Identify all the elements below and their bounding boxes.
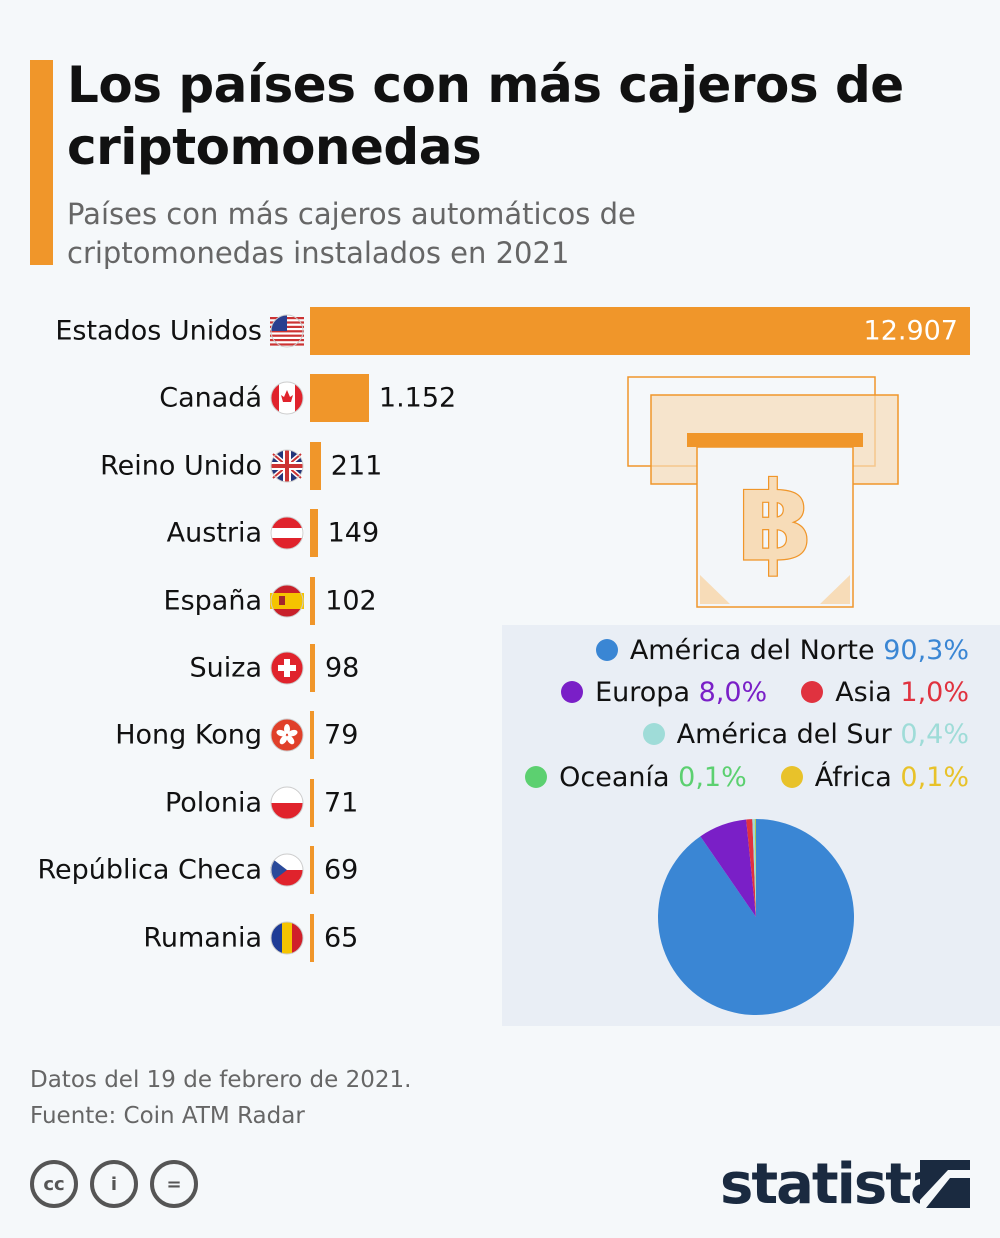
license-icons: cc i =	[30, 1160, 198, 1208]
bar	[310, 374, 369, 423]
legend-label: América del Norte	[629, 635, 875, 666]
legend-dot-icon	[595, 639, 618, 661]
accent-bar	[30, 60, 53, 265]
page-title: Los países con más cajeros de criptomone…	[67, 56, 904, 176]
bar-value-label: 71	[324, 787, 359, 819]
legend-dot-icon	[561, 681, 584, 703]
legend-dot-icon	[780, 766, 803, 788]
legend-item: Asia 1,0%	[801, 677, 969, 708]
legend-value: 90,3%	[883, 635, 969, 666]
legend-value: 0,4%	[900, 719, 969, 750]
legend-dot-icon	[801, 681, 824, 703]
bar-label: Polonia	[164, 787, 262, 819]
bar-value-label: 79	[324, 719, 359, 751]
bar-label: República Checa	[37, 854, 263, 886]
legend-item: Europa 8,0%	[561, 677, 767, 708]
footer-source: Fuente: Coin ATM Radar	[30, 1103, 305, 1129]
legend-item: América del Sur 0,4%	[642, 719, 969, 750]
no-derivatives-icon[interactable]: =	[150, 1160, 198, 1208]
bar-label: Estados Unidos	[55, 315, 262, 347]
flag-icon	[270, 921, 304, 955]
flag-icon	[270, 718, 304, 752]
bar-label: España	[163, 585, 262, 617]
svg-text:฿: ฿	[737, 458, 814, 586]
legend-label: Asia	[835, 677, 892, 708]
legend-value: 0,1%	[678, 762, 747, 793]
flag-icon	[270, 786, 304, 820]
pie-chart	[658, 819, 854, 1015]
bar-value-label: 102	[325, 585, 377, 617]
bar-label: Canadá	[159, 382, 262, 414]
legend-item: África 0,1%	[780, 762, 969, 793]
legend-label: América del Sur	[676, 719, 892, 750]
legend-row: América del Norte 90,3%	[595, 635, 969, 666]
bar	[310, 778, 314, 827]
legend-row: América del Sur 0,4%	[642, 719, 969, 750]
pie-slice	[755, 819, 756, 917]
statista-logo[interactable]: statista	[720, 1152, 948, 1217]
flag-icon	[270, 314, 304, 348]
flag-icon	[270, 516, 304, 550]
legend-label: Europa	[595, 677, 690, 708]
bar	[310, 307, 970, 355]
flag-icon	[270, 853, 304, 887]
pie-slice	[746, 819, 756, 917]
legend-row: Oceanía 0,1% África 0,1%	[491, 762, 969, 793]
legend-item: Oceanía 0,1%	[525, 762, 747, 793]
bar-value-label: 1.152	[378, 382, 457, 414]
legend-value: 1,0%	[900, 677, 969, 708]
legend-label: África	[814, 762, 892, 793]
legend-dot-icon	[525, 766, 548, 788]
bar-value-label: 65	[324, 922, 359, 954]
footer-note: Datos del 19 de febrero de 2021.	[30, 1067, 412, 1093]
bar	[310, 846, 314, 895]
legend-dot-icon	[642, 723, 665, 745]
bar-value-label: 211	[330, 450, 383, 482]
legend-row: Europa 8,0% Asia 1,0%	[527, 677, 969, 708]
flag-icon	[270, 381, 304, 415]
cc-icon[interactable]: cc	[30, 1160, 78, 1208]
bar-value-label: 98	[325, 652, 360, 684]
bar	[310, 711, 315, 760]
attribution-icon[interactable]: i	[90, 1160, 138, 1208]
bar	[310, 576, 316, 625]
footer: Datos del 19 de febrero de 2021. Fuente:…	[30, 1062, 411, 1134]
bar-value-label: 12.907	[863, 315, 958, 347]
bar	[310, 441, 321, 490]
bar-label: Reino Unido	[100, 450, 262, 482]
bar	[310, 644, 315, 692]
bar-value-label: 69	[324, 854, 359, 886]
legend-value: 8,0%	[698, 677, 768, 708]
pie-slice	[752, 819, 756, 917]
bar-label: Rumania	[143, 922, 262, 954]
bar-label: Hong Kong	[115, 719, 262, 751]
bar	[310, 509, 318, 558]
bar-value-label: 149	[327, 517, 380, 549]
pie-slice	[700, 819, 756, 917]
legend-item: América del Norte 90,3%	[595, 635, 969, 666]
bar-label: Austria	[166, 517, 262, 549]
pie-slice	[754, 819, 756, 917]
legend-value: 0,1%	[900, 762, 969, 793]
legend-label: Oceanía	[559, 762, 670, 793]
statista-logo-mark	[920, 1160, 970, 1208]
bar-label: Suiza	[189, 652, 262, 684]
flag-icon	[270, 584, 304, 618]
flag-icon	[270, 651, 304, 685]
flag-icon	[270, 449, 304, 483]
bitcoin-atm-illustration: ฿	[627, 376, 899, 608]
bar	[310, 913, 314, 962]
page-subtitle: Países con más cajeros automáticos de cr…	[67, 197, 636, 270]
